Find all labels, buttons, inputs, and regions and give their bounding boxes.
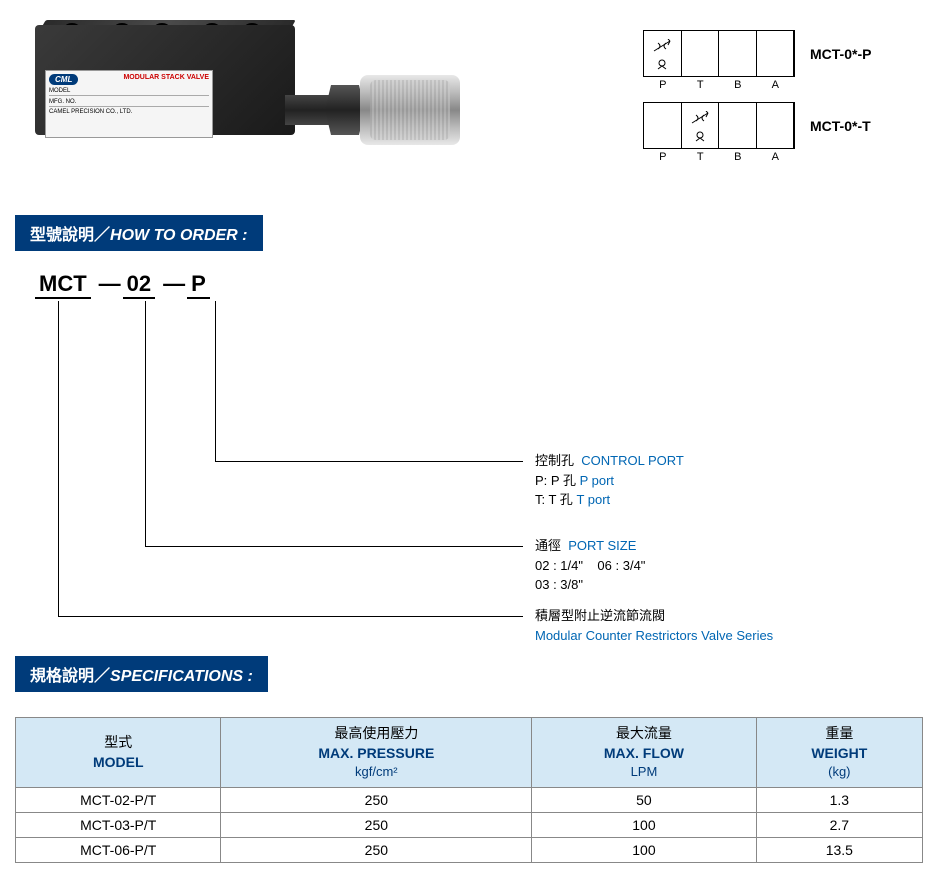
col-weight: 重量WEIGHT(kg) bbox=[756, 718, 922, 788]
port-label: P bbox=[644, 79, 682, 91]
top-section: CML MODULAR STACK VALVE MODEL MFG. NO. C… bbox=[15, 15, 923, 195]
series-desc: 積層型附止逆流節流閥 Modular Counter Restrictors V… bbox=[535, 606, 773, 645]
schematic-p: P T B A bbox=[643, 30, 795, 77]
order-codes: MCT—02—P bbox=[35, 271, 216, 299]
nameplate-company: CAMEL PRECISION CO., LTD. bbox=[49, 109, 209, 115]
brand-logo: CML bbox=[49, 74, 78, 85]
table-row: MCT-02-P/T 250 50 1.3 bbox=[16, 788, 923, 813]
table-row: MCT-06-P/T 250 100 13.5 bbox=[16, 838, 923, 863]
port-label: T bbox=[682, 151, 720, 163]
product-image: CML MODULAR STACK VALVE MODEL MFG. NO. C… bbox=[15, 15, 465, 195]
product-nameplate: CML MODULAR STACK VALVE MODEL MFG. NO. C… bbox=[45, 70, 213, 138]
schematic-diagrams: P T B A MCT-0*-P P T B A bbox=[643, 15, 923, 195]
schematic-label-t: MCT-0*-T bbox=[810, 118, 871, 134]
port-label: T bbox=[682, 79, 720, 91]
order-diagram: MCT—02—P 控制孔 CONTROL PORT P: P 孔 P port … bbox=[15, 266, 923, 646]
table-row: MCT-03-P/T 250 100 2.7 bbox=[16, 813, 923, 838]
order-code-series: MCT bbox=[35, 271, 91, 299]
order-code-port: P bbox=[187, 271, 210, 299]
specifications-header: 規格說明／SPECIFICATIONS : bbox=[15, 656, 268, 692]
col-flow: 最大流量MAX. FLOWLPM bbox=[532, 718, 756, 788]
col-model: 型式MODEL bbox=[16, 718, 221, 788]
col-pressure: 最高使用壓力MAX. PRESSUREkgf/cm² bbox=[221, 718, 532, 788]
port-label: B bbox=[719, 151, 757, 163]
control-port-desc: 控制孔 CONTROL PORT P: P 孔 P port T: T 孔 T … bbox=[535, 451, 684, 510]
table-header-row: 型式MODEL 最高使用壓力MAX. PRESSUREkgf/cm² 最大流量M… bbox=[16, 718, 923, 788]
nameplate-mfg: MFG. NO. bbox=[49, 98, 209, 107]
port-label: A bbox=[757, 79, 795, 91]
schematic-t: P T B A bbox=[643, 102, 795, 149]
port-label: P bbox=[644, 151, 682, 163]
how-to-order-header: 型號說明／HOW TO ORDER : bbox=[15, 215, 263, 251]
nameplate-title: MODULAR STACK VALVE bbox=[123, 74, 209, 81]
order-code-size: 02 bbox=[123, 271, 155, 299]
schematic-label-p: MCT-0*-P bbox=[810, 46, 871, 62]
port-size-desc: 通徑 PORT SIZE 02 : 1/4" 06 : 3/4" 03 : 3/… bbox=[535, 536, 645, 595]
port-label: B bbox=[719, 79, 757, 91]
port-label: A bbox=[757, 151, 795, 163]
specifications-table: 型式MODEL 最高使用壓力MAX. PRESSUREkgf/cm² 最大流量M… bbox=[15, 717, 923, 863]
nameplate-model: MODEL bbox=[49, 87, 209, 96]
